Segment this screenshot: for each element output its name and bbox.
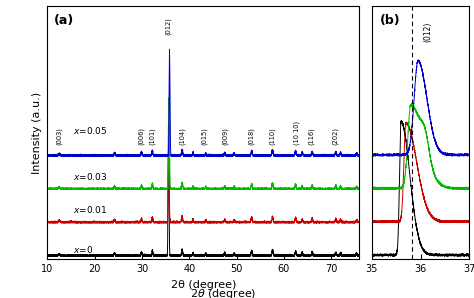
Text: (009): (009)	[221, 127, 228, 145]
Text: (101): (101)	[149, 127, 155, 145]
Text: (110): (110)	[269, 127, 275, 145]
Text: (006): (006)	[138, 127, 145, 145]
Text: $x$=0.05: $x$=0.05	[73, 125, 108, 136]
Text: (116): (116)	[308, 127, 314, 145]
Text: 2$\theta$ (degree): 2$\theta$ (degree)	[190, 286, 256, 298]
Text: (018): (018)	[247, 127, 254, 145]
Text: (b): (b)	[380, 14, 400, 27]
Text: (104): (104)	[179, 127, 185, 145]
Text: (a): (a)	[54, 14, 74, 27]
Text: (015): (015)	[201, 127, 208, 145]
Text: $x$=0.03: $x$=0.03	[73, 171, 108, 182]
Text: (10 10): (10 10)	[294, 121, 301, 145]
Text: $x$=0: $x$=0	[73, 244, 94, 255]
Text: (012): (012)	[423, 22, 432, 42]
Text: $x$=0.01: $x$=0.01	[73, 204, 108, 215]
Text: (003): (003)	[56, 127, 63, 145]
Y-axis label: Intensity (a.u.): Intensity (a.u.)	[32, 91, 42, 174]
X-axis label: 2θ (degree): 2θ (degree)	[171, 280, 236, 290]
Text: (202): (202)	[332, 127, 338, 145]
Text: (012): (012)	[165, 17, 172, 35]
